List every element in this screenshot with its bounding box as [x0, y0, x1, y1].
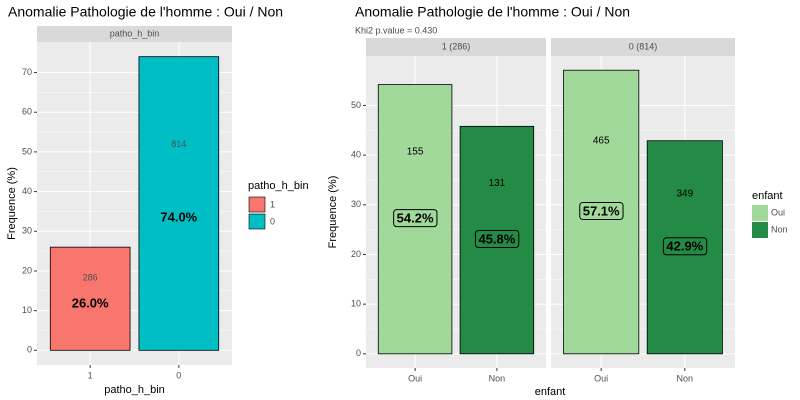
bar [377, 84, 453, 355]
y-tick-label: 70 [22, 67, 32, 77]
strip-label: 1 (286) [442, 41, 471, 51]
chart-subtitle: Khi2 p.value = 0.430 [355, 25, 437, 35]
legend-label: Non [771, 224, 788, 234]
value-label: 54.2% [397, 211, 434, 226]
count-label: 465 [593, 136, 610, 147]
y-tick-label: 30 [351, 199, 361, 209]
value-label: 42.9% [666, 239, 703, 254]
label-box [393, 209, 438, 228]
strip-label: patho_h_bin [110, 28, 160, 38]
legend-key [752, 222, 768, 238]
y-tick-label: 30 [22, 226, 32, 236]
legend-label: Oui [771, 207, 785, 217]
count-label: 286 [83, 272, 98, 282]
x-tick-label: Non [489, 373, 506, 383]
legend-label: 1 [270, 199, 275, 209]
x-axis-label: enfant [535, 386, 566, 398]
y-tick-label: 0 [27, 345, 32, 355]
y-tick-label: 50 [351, 100, 361, 110]
x-tick-label: Oui [408, 373, 422, 383]
count-label: 349 [676, 189, 693, 200]
bar [459, 125, 535, 355]
x-tick-label: Oui [594, 373, 608, 383]
legend-title: enfant [752, 190, 783, 202]
y-tick-label: 0 [356, 348, 361, 358]
chart-title: Anomalie Pathologie de l'homme : Oui / N… [8, 4, 283, 20]
y-tick-label: 50 [22, 146, 32, 156]
count-label: 131 [489, 178, 506, 189]
strip [366, 38, 546, 56]
legend-key [248, 196, 266, 213]
value-label: 57.1% [583, 203, 620, 218]
value-label: 45.8% [478, 232, 515, 247]
x-tick-label: 1 [88, 370, 93, 380]
y-tick-label: 10 [22, 305, 32, 315]
bar [646, 140, 723, 355]
strip [37, 26, 232, 42]
chart-title: Anomalie Pathologie de l'homme : Oui / N… [355, 4, 630, 20]
bar [563, 69, 640, 355]
legend-label: 0 [270, 216, 275, 226]
y-axis-label: Frequence (%) [6, 167, 18, 240]
value-label: 74.0% [160, 210, 197, 225]
x-axis-label: patho_h_bin [104, 384, 165, 396]
x-tick-label: Non [677, 373, 694, 383]
value-label: 26.0% [72, 295, 109, 310]
strip-label: 0 (814) [629, 41, 658, 51]
y-tick-label: 40 [351, 150, 361, 160]
label-box [662, 237, 708, 256]
y-axis-label: Frequence (%) [327, 176, 339, 249]
count-label: 814 [171, 139, 186, 149]
x-tick-label: 0 [176, 370, 181, 380]
y-tick-label: 20 [22, 265, 32, 275]
legend-key [248, 213, 266, 230]
legend-key [752, 205, 768, 221]
label-box [474, 230, 520, 249]
y-tick-label: 10 [351, 299, 361, 309]
legend-title: patho_h_bin [248, 180, 309, 192]
y-tick-label: 60 [22, 107, 32, 117]
label-box [579, 201, 624, 220]
count-label: 155 [407, 147, 424, 158]
strip [551, 38, 735, 56]
y-tick-label: 40 [22, 186, 32, 196]
bar [138, 56, 220, 351]
bar [49, 246, 131, 351]
y-tick-label: 20 [351, 249, 361, 259]
